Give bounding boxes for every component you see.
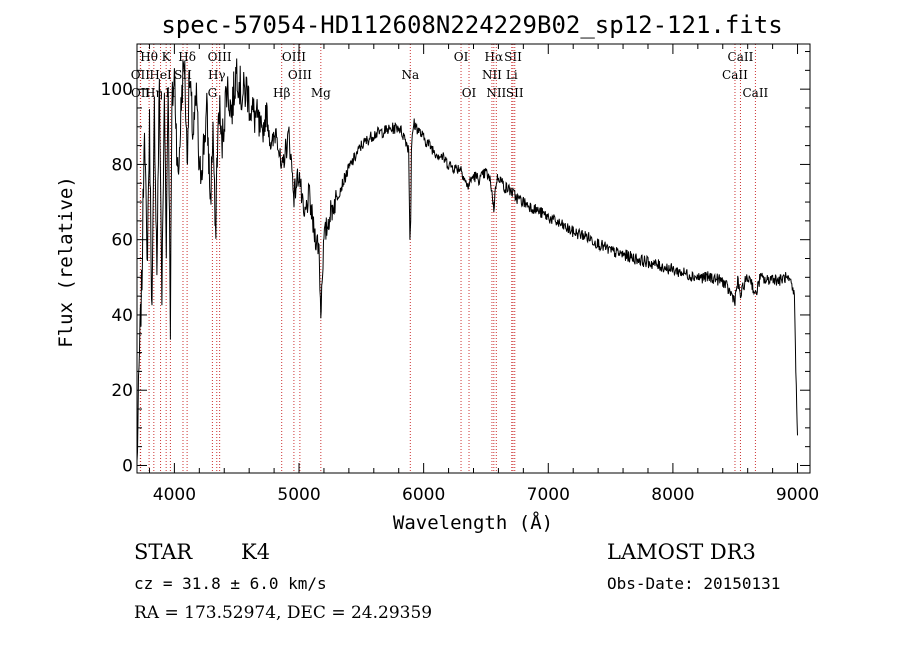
y-axis-label: Flux (relative) — [55, 176, 77, 348]
x-tick-label: 8000 — [651, 485, 694, 505]
line-marker-label: NII — [486, 86, 506, 100]
line-marker-label: Hη — [145, 86, 163, 100]
x-tick-label: 6000 — [402, 485, 445, 505]
chart-title: spec-57054-HD112608N224229B02_sp12-121.f… — [161, 11, 782, 39]
line-marker-label: G — [208, 86, 218, 100]
series-layer — [136, 58, 798, 462]
series-line-flux — [136, 58, 798, 462]
survey-name: LAMOST DR3 — [607, 540, 756, 564]
coordinates: RA = 173.52974, DEC = 24.29359 — [134, 603, 433, 623]
line-marker-label: Hγ — [208, 68, 226, 82]
object-type: STAR — [134, 540, 193, 564]
line-marker-label: CaII — [728, 50, 754, 64]
line-marker-label: NII — [482, 68, 502, 82]
x-axis-label: Wavelength (Å) — [393, 511, 553, 534]
spectral-class: K4 — [241, 540, 271, 564]
y-tick-label: 40 — [111, 306, 133, 326]
line-marker-label: Hθ — [140, 50, 158, 64]
line-marker-label: Na — [401, 68, 419, 82]
line-marker-label: Hβ — [273, 86, 290, 100]
y-axis: 0 20 40 60 80 100 — [101, 51, 810, 476]
line-marker-label: SII — [506, 86, 524, 100]
redshift-value: cz = 31.8 ± 6.0 km/s — [134, 574, 327, 593]
line-marker-label: CaII — [722, 68, 748, 82]
line-marker-label: OI — [454, 50, 469, 64]
line-marker-label: Mg — [311, 86, 331, 100]
line-marker-label: OI — [462, 86, 477, 100]
line-marker-label: CaII — [742, 86, 768, 100]
x-tick-label: 9000 — [776, 485, 819, 505]
line-marker-label: Hα — [485, 50, 504, 64]
y-tick-label: 60 — [111, 231, 133, 251]
x-axis: 4000 5000 6000 7000 8000 9000 — [148, 44, 819, 505]
y-tick-label: 20 — [111, 381, 133, 401]
y-tick-label: 0 — [122, 456, 133, 476]
line-marker-label: Hδ — [178, 50, 196, 64]
line-marker-label: HeI — [149, 68, 172, 82]
spectrum-chart: spec-57054-HD112608N224229B02_sp12-121.f… — [55, 11, 819, 534]
x-tick-label: 5000 — [277, 485, 320, 505]
line-marker-label: SII — [504, 50, 522, 64]
y-tick-label: 80 — [111, 155, 133, 175]
line-marker-label: OIII — [288, 68, 312, 82]
x-tick-label: 4000 — [153, 485, 196, 505]
line-marker-label: OIII — [208, 50, 232, 64]
y-tick-label: 100 — [101, 80, 133, 100]
line-marker-label: OIII — [282, 50, 306, 64]
line-marker-label: H — [165, 86, 175, 100]
x-tick-label: 7000 — [527, 485, 570, 505]
line-marker-label: Li — [506, 68, 518, 82]
plot-frame — [136, 43, 811, 474]
obs-date: Obs-Date: 20150131 — [607, 574, 781, 593]
line-marker-label: K — [162, 50, 172, 64]
